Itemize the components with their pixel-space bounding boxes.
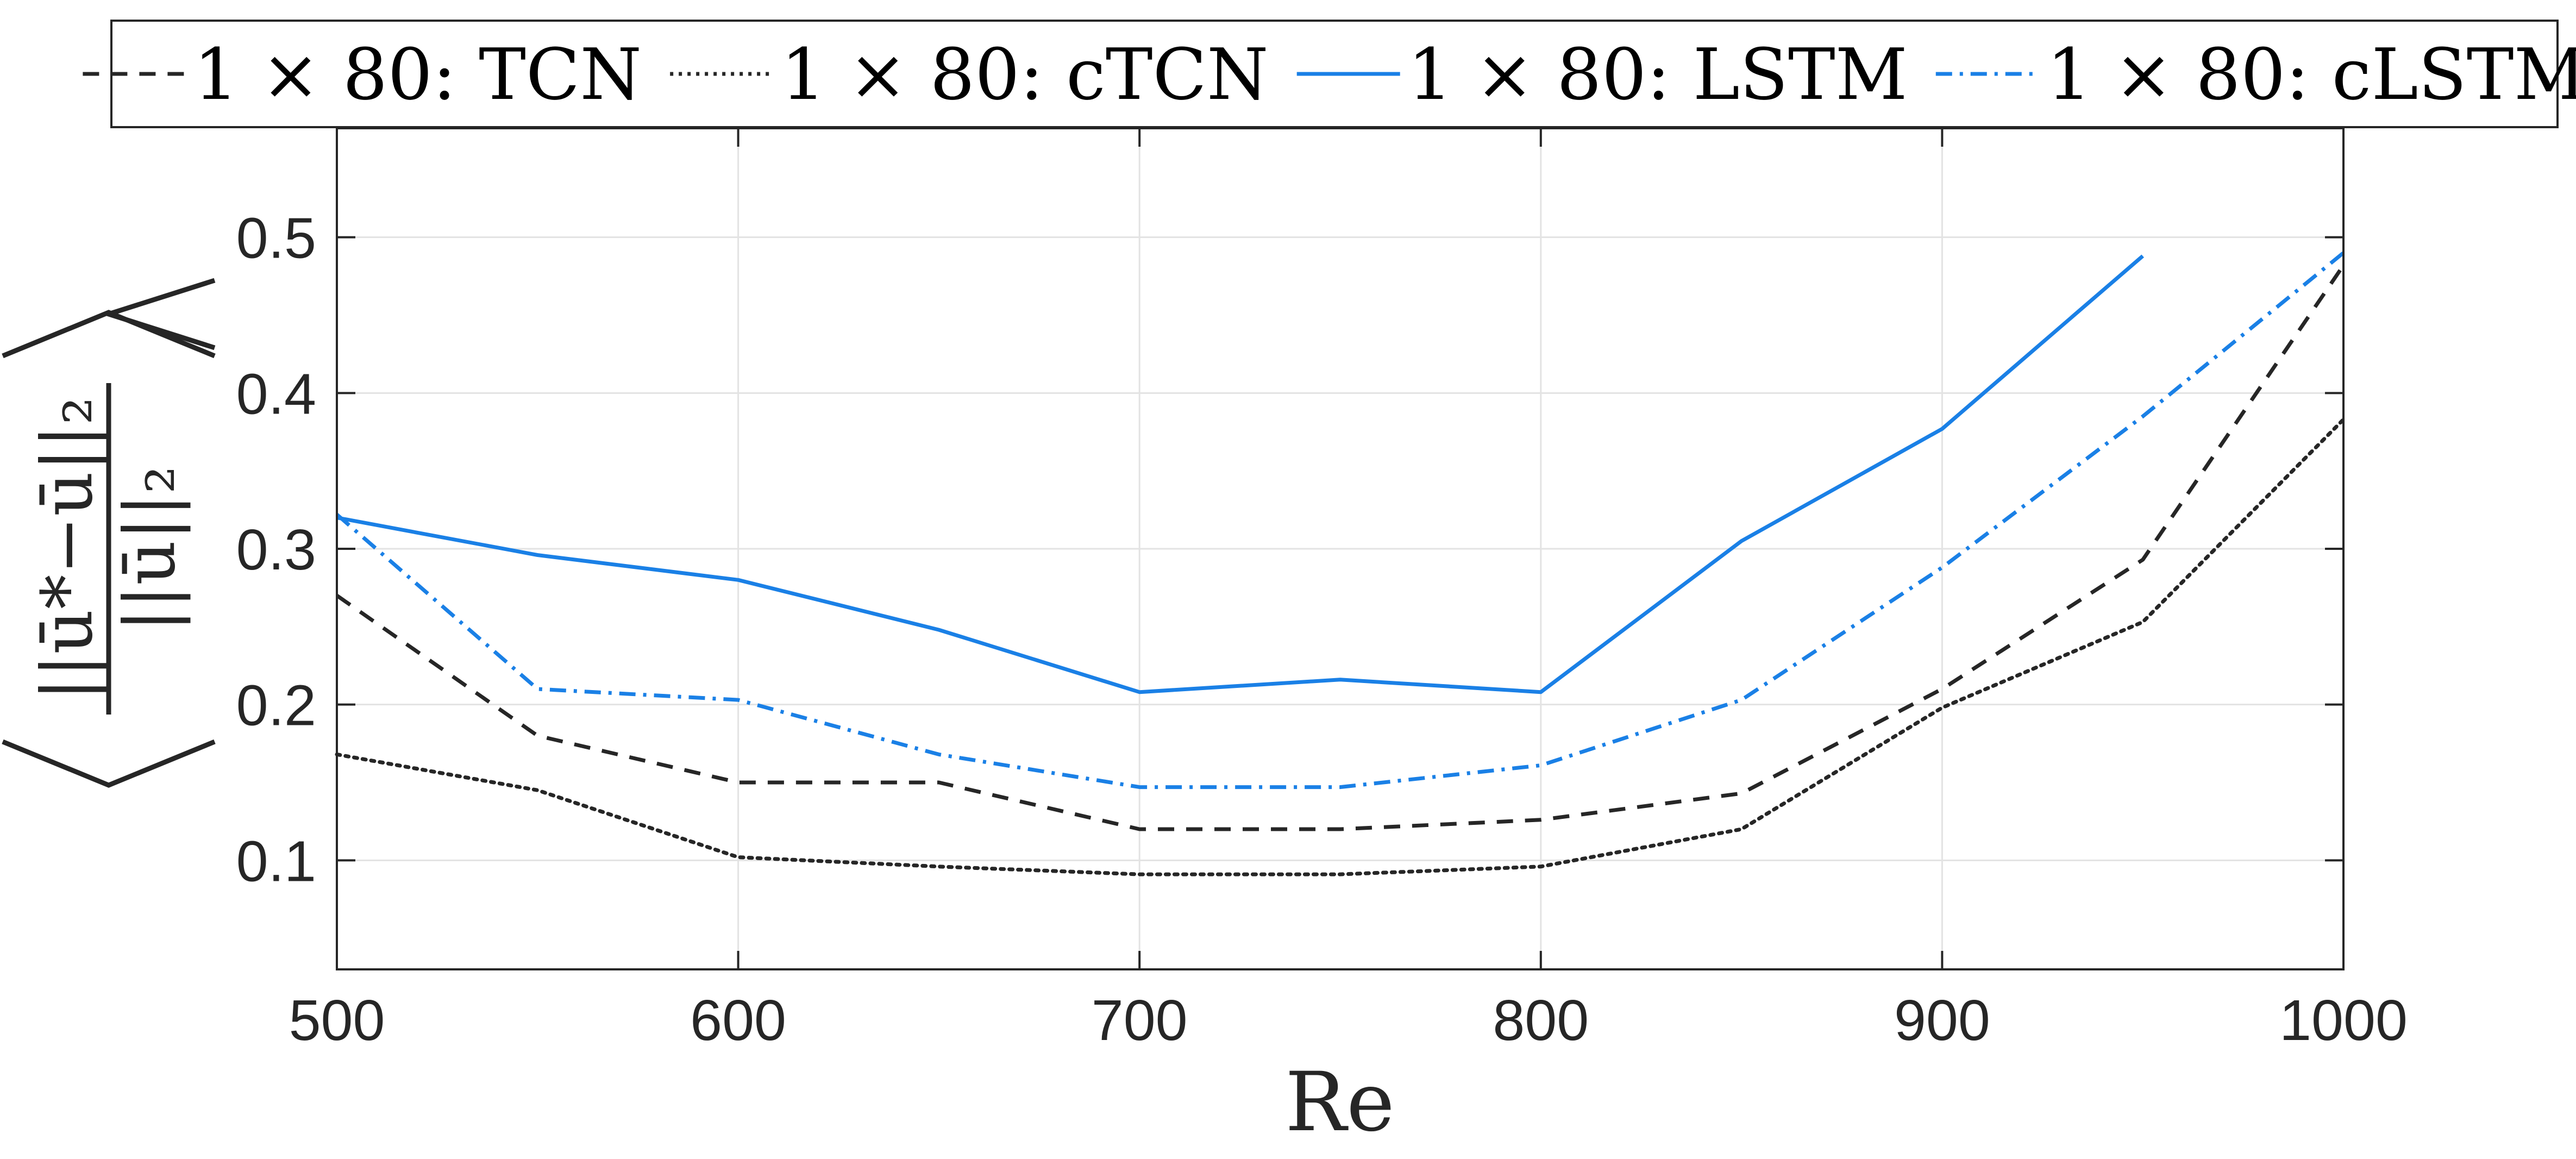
y-tick-label: 0.3 bbox=[236, 518, 316, 582]
legend-item: 1 × 80: LSTM bbox=[1296, 33, 1908, 116]
legend-label: 1 × 80: LSTM bbox=[1408, 33, 1908, 116]
series-line bbox=[335, 264, 2345, 831]
y-label-angle-left bbox=[101, 278, 216, 350]
legend-label: 1 × 80: TCN bbox=[193, 33, 642, 116]
x-tick-label: 500 bbox=[289, 988, 385, 1053]
series-line bbox=[336, 254, 2144, 694]
x-axis-label: Re bbox=[1285, 1055, 1395, 1150]
y-label-bracket-bottom bbox=[2, 739, 216, 788]
x-tick-label: 1000 bbox=[2279, 988, 2408, 1053]
series-line bbox=[335, 417, 2346, 876]
x-tick-label: 700 bbox=[1092, 988, 1188, 1053]
legend-item: 1 × 80: cTCN bbox=[670, 33, 1269, 116]
y-tick-label: 0.2 bbox=[236, 674, 316, 738]
y-label-numerator: ||ū*−ū||₂ bbox=[27, 397, 108, 701]
legend: 1 × 80: TCN 1 × 80: cTCN 1 × 80: LSTM 1 × 8… bbox=[83, 20, 2576, 128]
y-label-denominator: ||ū||₂ bbox=[110, 466, 191, 632]
x-tick-label: 900 bbox=[1894, 988, 1990, 1053]
series-lines bbox=[335, 251, 2346, 876]
x-tick-label: 600 bbox=[690, 988, 786, 1053]
y-label-bracket-top bbox=[2, 310, 216, 359]
y-tick-label: 0.5 bbox=[236, 206, 316, 271]
y-axis-label: ||ū*−ū||₂ ||ū||₂ bbox=[2, 278, 216, 788]
x-axis-title: Re bbox=[1285, 1055, 1395, 1150]
legend-item: 1 × 80: cLSTM bbox=[1935, 33, 2576, 116]
legend-label: 1 × 80: cLSTM bbox=[2047, 33, 2576, 116]
y-tick-label: 0.1 bbox=[236, 829, 316, 893]
grid-lines bbox=[336, 128, 2345, 969]
y-tick-label: 0.4 bbox=[236, 362, 316, 426]
legend-label: 1 × 80: cTCN bbox=[781, 33, 1269, 116]
axis-ticks: 500 600 700 800 900 1000 0.1 0.2 0.3 0.4 0.5 bbox=[236, 128, 2408, 1053]
x-tick-label: 800 bbox=[1493, 988, 1589, 1053]
legend-item: 1 × 80: TCN bbox=[83, 33, 642, 116]
series-line bbox=[335, 251, 2345, 790]
